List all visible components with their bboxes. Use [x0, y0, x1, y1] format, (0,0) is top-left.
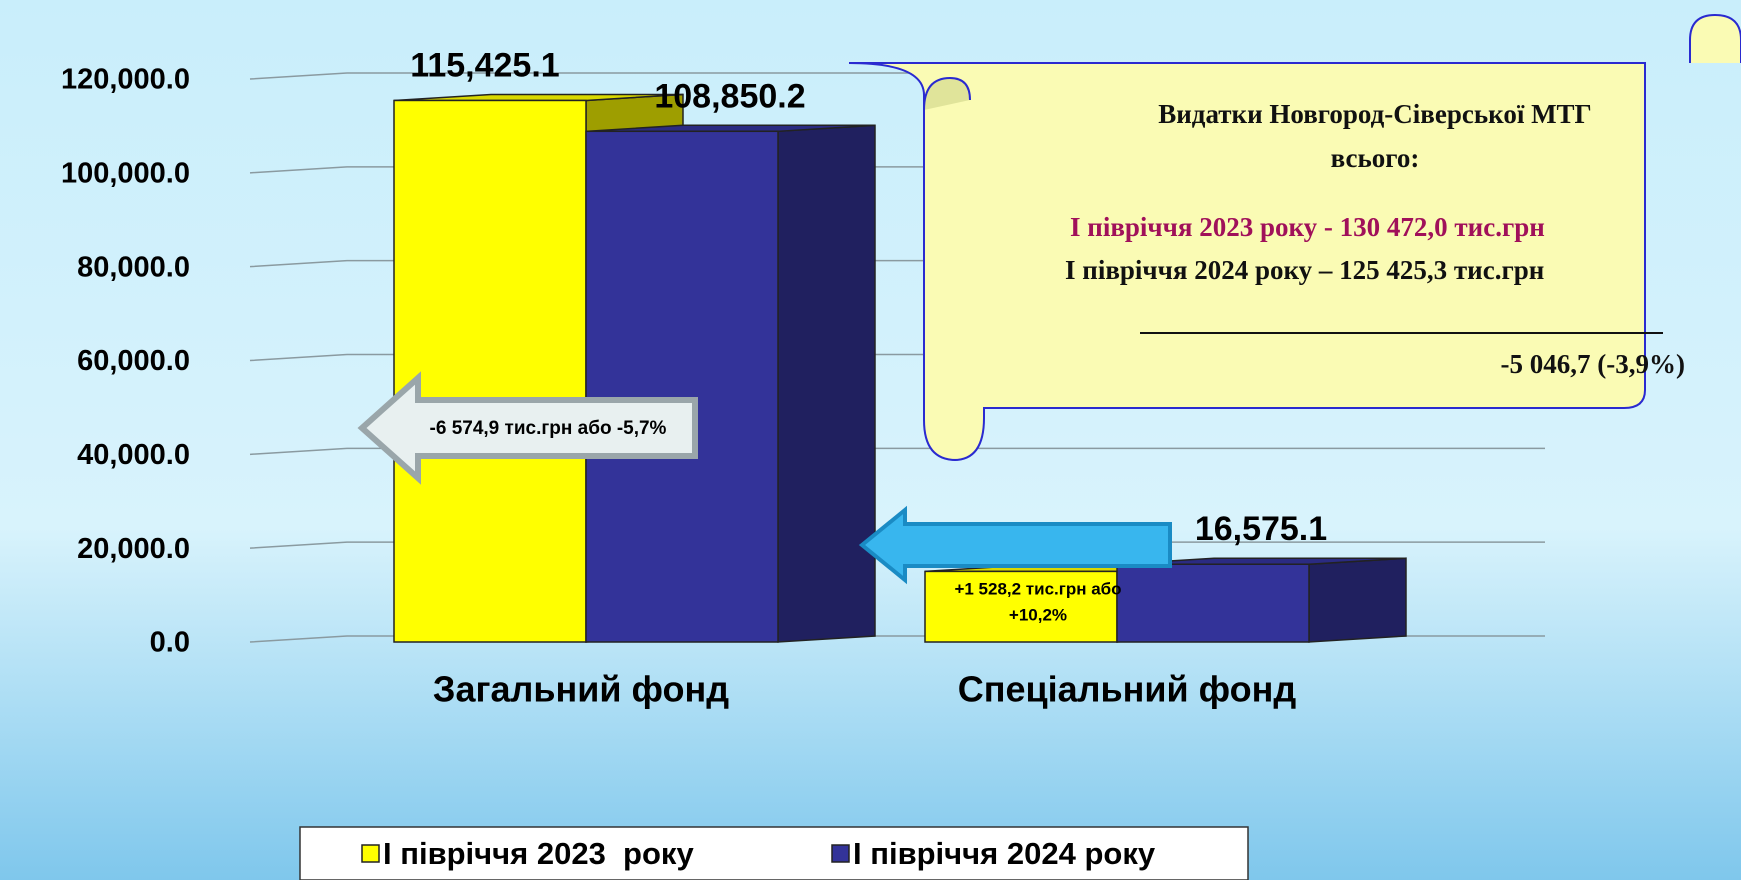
- y-tick-label: 120,000.0: [61, 64, 190, 96]
- bar-side: [777, 124, 876, 643]
- bar: [393, 99, 587, 643]
- legend-label: І півріччя 2023 року: [383, 836, 694, 871]
- y-tick-label: 60,000.0: [77, 345, 190, 377]
- note-title: Видатки Новгород-Сіверської МТГ: [1158, 99, 1592, 129]
- y-tick-label: 0.0: [150, 627, 190, 659]
- bar: [924, 570, 1118, 643]
- x-tick-label: Спеціальний фонд: [958, 669, 1297, 710]
- note-scroll: [848, 62, 1646, 461]
- bar-side: [1308, 557, 1407, 643]
- note-line: І півріччя 2024 року – 125 425,3 тис.грн: [1065, 255, 1544, 285]
- legend-swatch: [361, 844, 380, 863]
- annotation: -6 574,9 тис.грн або -5,7%: [430, 418, 667, 439]
- legend-items: І півріччя 2023 року І півріччя 2024 року: [361, 836, 1156, 871]
- grid-line: [249, 447, 1545, 456]
- arrow-general: [357, 371, 698, 485]
- y-tick-label: 100,000.0: [61, 157, 190, 189]
- legend-label: І півріччя 2024 року: [853, 836, 1156, 871]
- bar: [585, 130, 779, 643]
- bar: [1116, 563, 1310, 643]
- annotation: +10,2%: [1009, 605, 1067, 624]
- y-tick-label: 20,000.0: [77, 533, 190, 565]
- y-tick-label: 80,000.0: [77, 251, 190, 283]
- scroll-curl: [923, 76, 971, 111]
- arrow-special: [858, 505, 1172, 585]
- note-line: І півріччя 2023 року - 130 472,0 тис.грн: [1070, 212, 1545, 242]
- x-tick-label: Загальний фонд: [433, 669, 729, 710]
- legend-swatch: [831, 844, 850, 863]
- note-difference: -5 046,7 (-3,9%): [1501, 349, 1685, 379]
- value-label: 115,425.1: [410, 46, 559, 84]
- scroll-curl: [1689, 13, 1741, 63]
- legend: [299, 826, 1249, 881]
- y-tick-label: 40,000.0: [77, 439, 190, 471]
- value-label: 108,850.2: [654, 77, 805, 115]
- value-label: 16,575.1: [1195, 510, 1327, 548]
- annotation: +1 528,2 тис.грн або: [954, 579, 1121, 598]
- note-title: всього:: [1331, 143, 1420, 173]
